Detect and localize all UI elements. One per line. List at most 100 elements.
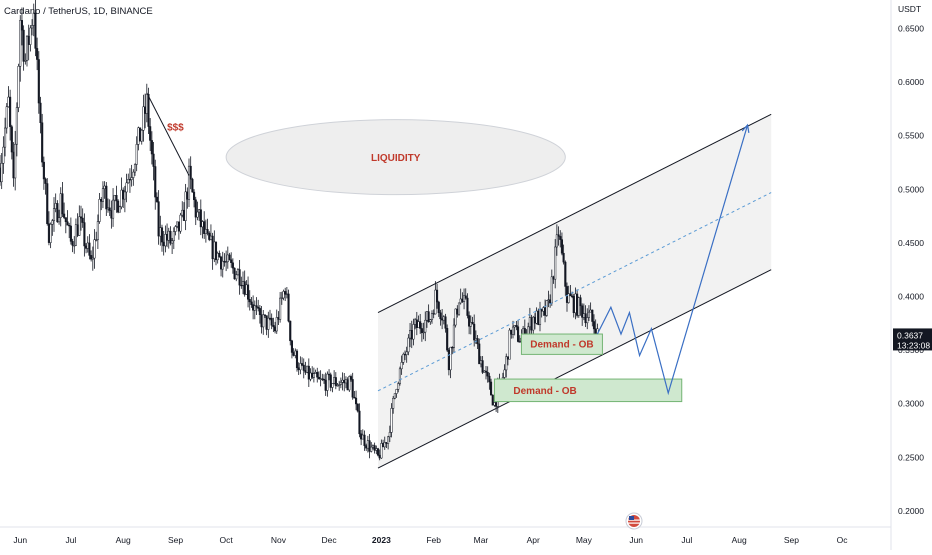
candle-body bbox=[110, 210, 113, 219]
candle-body bbox=[383, 442, 386, 448]
demand-lower-zone bbox=[493, 378, 683, 403]
candle-body bbox=[349, 376, 353, 380]
candle-body bbox=[220, 256, 223, 270]
candle-body bbox=[20, 20, 23, 31]
channel-lower-line bbox=[377, 269, 772, 469]
candle-body bbox=[78, 216, 81, 236]
currency-label: USDT bbox=[898, 4, 921, 14]
candle-body bbox=[329, 374, 332, 388]
flag-icon[interactable] bbox=[625, 512, 643, 530]
candle-body bbox=[214, 241, 218, 261]
candle-body bbox=[490, 381, 493, 396]
candle-body bbox=[572, 295, 575, 314]
candle-body bbox=[223, 260, 226, 263]
candle-body bbox=[218, 252, 221, 258]
candle-body bbox=[295, 350, 299, 368]
candle-body bbox=[466, 297, 469, 316]
candle-body bbox=[436, 289, 439, 303]
candle-body bbox=[371, 445, 374, 448]
candle-body bbox=[105, 185, 108, 210]
candle-body bbox=[392, 397, 395, 409]
candle-body bbox=[270, 317, 273, 326]
candle-body bbox=[302, 364, 305, 371]
candle-body bbox=[587, 311, 590, 318]
candle-body bbox=[344, 379, 347, 384]
candle-body bbox=[328, 373, 331, 376]
candle-body bbox=[398, 368, 401, 384]
candle-body bbox=[44, 178, 47, 184]
x-tick-label: Mar bbox=[474, 535, 489, 545]
candle-body bbox=[554, 246, 557, 280]
candle-body bbox=[226, 254, 229, 262]
candle-body bbox=[412, 324, 415, 340]
candle-body bbox=[58, 217, 61, 223]
candle-body bbox=[209, 235, 212, 240]
candle-body bbox=[187, 165, 191, 200]
y-tick-label: 0.5000 bbox=[898, 184, 924, 194]
candle-body bbox=[63, 213, 66, 218]
y-tick-label: 0.6500 bbox=[898, 24, 924, 34]
y-tick-label: 0.6000 bbox=[898, 77, 924, 87]
candle-body bbox=[37, 59, 40, 104]
candle-body bbox=[427, 311, 430, 323]
candle-body bbox=[198, 209, 201, 213]
candle-body bbox=[86, 242, 89, 249]
candle-body bbox=[204, 229, 207, 234]
time-axis[interactable]: Jun Jul Aug Sep Oct Nov Dec 2023 Feb Mar Apr May Jun… bbox=[13, 535, 848, 545]
symbol-title: Cardano / TetherUS, 1D, BINANCE bbox=[4, 6, 153, 17]
candle-body bbox=[304, 370, 307, 373]
candle-body bbox=[370, 446, 373, 452]
candle-body bbox=[42, 161, 45, 180]
candle-body bbox=[419, 321, 422, 329]
candle-body bbox=[5, 106, 8, 129]
candle-body bbox=[199, 209, 202, 228]
candle-body bbox=[282, 291, 285, 299]
candle-body bbox=[468, 315, 471, 327]
x-tick-label: Aug bbox=[116, 535, 131, 545]
candle-body bbox=[137, 127, 140, 145]
candle-body bbox=[361, 434, 364, 440]
candle-body bbox=[213, 241, 216, 260]
candle-body bbox=[0, 163, 3, 183]
candle-body bbox=[176, 221, 179, 227]
candle-body bbox=[314, 372, 317, 374]
candle-body bbox=[582, 313, 585, 318]
candle-body bbox=[206, 229, 209, 234]
candle-body bbox=[387, 436, 390, 444]
candle-body bbox=[503, 369, 506, 378]
candle-body bbox=[284, 291, 287, 295]
candle-body bbox=[211, 235, 214, 260]
candle-body bbox=[442, 316, 445, 321]
candle-body bbox=[2, 146, 5, 164]
candle-body bbox=[235, 274, 238, 280]
candle-body bbox=[19, 20, 22, 67]
candle-body bbox=[159, 227, 162, 237]
candle-countdown: 13:23:08 bbox=[897, 340, 930, 350]
y-tick-label: 0.4500 bbox=[898, 238, 924, 248]
x-tick-label: Jun bbox=[13, 535, 27, 545]
candle-body bbox=[334, 377, 337, 386]
y-tick-label: 0.4000 bbox=[898, 292, 924, 302]
candle-body bbox=[390, 408, 393, 433]
candle-body bbox=[388, 432, 391, 438]
candle-body bbox=[238, 269, 241, 286]
candle-body bbox=[54, 203, 57, 209]
candle-body bbox=[437, 301, 440, 314]
candle-body bbox=[68, 224, 71, 227]
candle-body bbox=[422, 331, 425, 334]
trendline bbox=[146, 92, 190, 176]
candle-body bbox=[101, 188, 104, 202]
candle-body bbox=[289, 320, 292, 342]
candle-body bbox=[149, 126, 152, 141]
candle-body bbox=[115, 195, 118, 202]
candle-body bbox=[351, 379, 354, 398]
candle-body bbox=[376, 448, 380, 456]
candle-body bbox=[108, 207, 111, 211]
candle-body bbox=[182, 209, 185, 221]
x-tick-label: May bbox=[576, 535, 593, 545]
candle-body bbox=[25, 35, 29, 61]
candle-body bbox=[434, 289, 437, 315]
candle-body bbox=[459, 298, 462, 304]
candle-body bbox=[547, 299, 550, 301]
